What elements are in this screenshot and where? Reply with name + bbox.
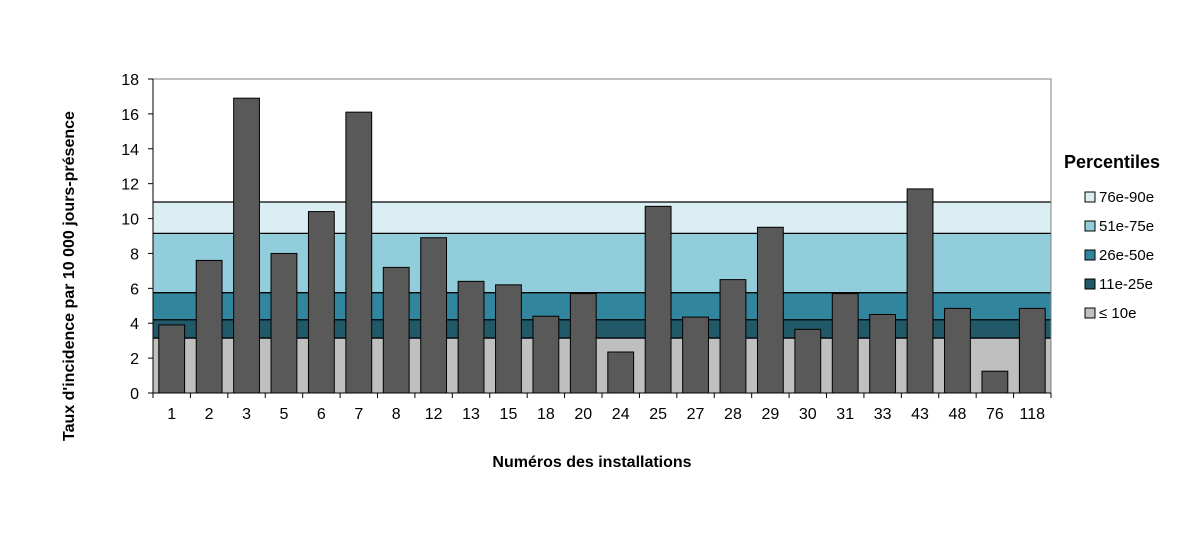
- bar-1: [158, 324, 186, 394]
- x-tick-label: 24: [612, 406, 630, 423]
- band-76e-90e: [153, 201, 1051, 234]
- bar-43: [906, 188, 934, 394]
- x-tick-label: 5: [280, 406, 289, 423]
- x-tick-label: 118: [1020, 406, 1046, 423]
- bar-27: [682, 316, 709, 394]
- legend-label: 11e-25e: [1099, 276, 1153, 293]
- bar-5: [270, 252, 298, 394]
- bar-30: [794, 328, 822, 394]
- x-axis-title: Numéros des installations: [492, 454, 691, 471]
- legend-swatch-51e-75e: [1084, 220, 1096, 232]
- bar-12: [420, 237, 448, 394]
- bar-48: [944, 307, 971, 394]
- x-tick-label: 1: [167, 406, 176, 423]
- x-tick-label: 3: [242, 406, 251, 423]
- x-tick-label: 7: [354, 406, 363, 423]
- x-tick-label: 33: [874, 406, 892, 423]
- x-tick-label: 31: [836, 406, 854, 423]
- bar-2: [195, 259, 223, 394]
- bar-3: [233, 97, 260, 394]
- bar-6: [307, 211, 335, 394]
- legend-label: ≤ 10e: [1099, 305, 1136, 322]
- bar-18: [532, 315, 560, 394]
- legend-label: 26e-50e: [1099, 247, 1154, 264]
- legend-items: 76e-90e 51e-75e 26e-50e 11e-25e ≤ 10e: [1084, 189, 1154, 322]
- y-axis: 0 2 4 6 8 10 12 14 16 18: [121, 72, 154, 403]
- x-tick-label: 20: [574, 406, 592, 423]
- legend-swatch-10e: [1084, 307, 1096, 319]
- y-tick-label: 12: [121, 177, 139, 194]
- y-tick-label: 0: [130, 386, 139, 403]
- legend-swatch-26e-50e: [1084, 249, 1096, 261]
- bar-25: [644, 205, 672, 394]
- percentile-bands: [153, 201, 1051, 393]
- bar-20: [569, 293, 597, 394]
- bar-28: [719, 279, 747, 394]
- band-11e-25e: [153, 319, 1051, 339]
- x-tick-label: 18: [537, 406, 555, 423]
- x-axis: 1 2 3 5 6 7 8 12 13 15 18 20 24 25 27 28 29 30 31 33 43 48 76 1…: [152, 392, 1052, 423]
- y-axis-title: Taux d'incidence par 10 000 jours-présen…: [61, 111, 78, 441]
- x-tick-label: 8: [392, 406, 401, 423]
- bar-24: [607, 351, 635, 394]
- x-tick-label: 6: [317, 406, 326, 423]
- y-tick-label: 8: [130, 246, 139, 263]
- x-tick-label: 28: [724, 406, 742, 423]
- band-51e-75e: [153, 233, 1051, 293]
- legend: Percentiles 76e-90e 51e-75e 26e-50e 11e-25e…: [1064, 152, 1160, 322]
- x-tick-label: 30: [799, 406, 817, 423]
- y-tick-label: 6: [130, 281, 139, 298]
- legend-label: 51e-75e: [1099, 218, 1154, 235]
- x-tick-label: 13: [462, 406, 480, 423]
- x-tick-label: 29: [761, 406, 779, 423]
- bars: [158, 97, 1046, 394]
- y-tick-label: 16: [121, 107, 139, 124]
- bar-13: [457, 280, 485, 394]
- legend-title: Percentiles: [1064, 152, 1160, 172]
- y-tick-label: 2: [130, 351, 139, 368]
- bar-76: [981, 370, 1009, 394]
- x-tick-label: 12: [425, 406, 443, 423]
- bar-15: [495, 284, 522, 394]
- y-tick-label: 10: [121, 212, 139, 229]
- x-tick-label: 76: [986, 406, 1004, 423]
- x-tick-label: 2: [205, 406, 214, 423]
- legend-label: 76e-90e: [1099, 189, 1154, 206]
- band-26e-50e: [153, 292, 1051, 320]
- band-10e: [153, 338, 1051, 393]
- bar-118: [1018, 307, 1046, 394]
- bar-8: [382, 266, 410, 394]
- bar-7: [345, 111, 373, 394]
- y-tick-label: 4: [130, 316, 139, 333]
- bar-33: [869, 314, 897, 394]
- y-tick-label: 18: [121, 72, 139, 89]
- x-tick-label: 27: [687, 406, 705, 423]
- x-tick-label: 48: [949, 406, 967, 423]
- y-tick-label: 14: [121, 142, 139, 159]
- bar-29: [756, 226, 784, 394]
- x-tick-label: 43: [911, 406, 929, 423]
- x-tick-label: 15: [500, 406, 518, 423]
- bar-31: [831, 293, 859, 394]
- legend-swatch-11e-25e: [1084, 278, 1096, 290]
- x-tick-label: 25: [649, 406, 667, 423]
- legend-swatch-76e-90e: [1084, 191, 1096, 203]
